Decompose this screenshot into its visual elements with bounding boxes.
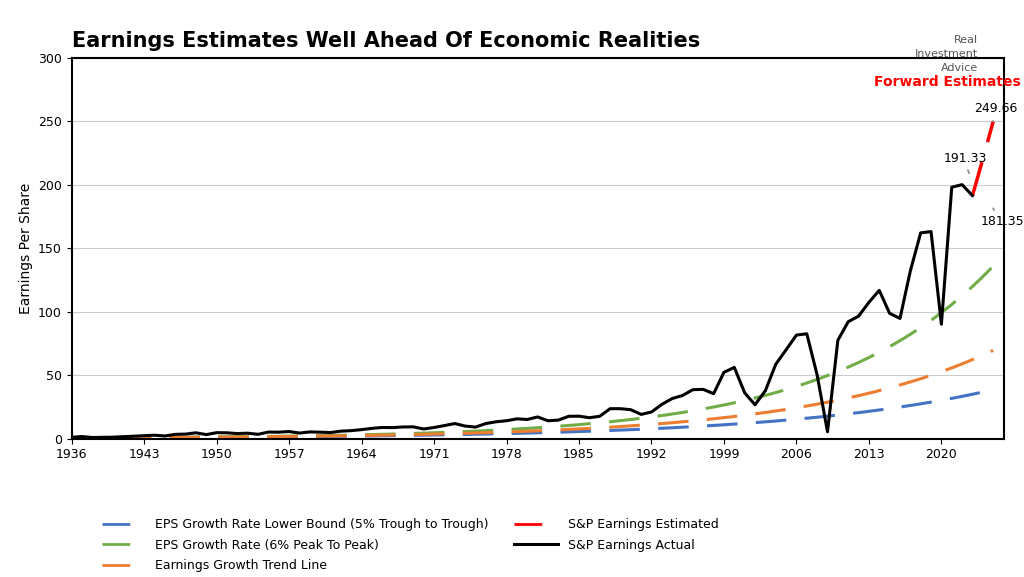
Text: Forward Estimates Through 2025: Forward Estimates Through 2025 [874,74,1024,89]
EPS Growth Rate Lower Bound (5% Trough to Trough) [564,428,577,435]
EPS Growth Rate Lower Bound (5% Trough to Trough) [509,430,521,437]
S&P Earnings Actual [66,434,78,441]
Earnings Growth Trend Line [509,428,521,435]
Text: 249.66: 249.66 [975,102,1018,122]
S&P Earnings Actual [967,192,979,199]
S&P Earnings Actual [604,405,616,412]
EPS Growth Rate Lower Bound (5% Trough to Trough) [965,391,977,398]
S&P Earnings Estimated [967,192,979,199]
Line: S&P Earnings Actual: S&P Earnings Actual [72,185,973,437]
S&P Earnings Estimated [977,156,989,163]
S&P Earnings Actual [780,346,793,353]
Earnings Growth Trend Line [987,347,999,354]
S&P Earnings Actual [335,428,347,434]
Line: S&P Earnings Estimated: S&P Earnings Estimated [973,122,993,196]
EPS Growth Rate Lower Bound (5% Trough to Trough) [987,386,999,393]
EPS Growth Rate Lower Bound (5% Trough to Trough) [614,426,627,433]
Text: Real
Investment
Advice: Real Investment Advice [914,35,978,73]
S&P Earnings Actual [96,434,109,441]
S&P Earnings Actual [325,429,337,436]
Earnings Growth Trend Line [66,434,78,441]
EPS Growth Rate (6% Peak To Peak) [614,417,627,424]
Line: EPS Growth Rate (6% Peak To Peak): EPS Growth Rate (6% Peak To Peak) [72,266,993,438]
Text: 181.35: 181.35 [981,208,1024,228]
S&P Earnings Actual [521,416,534,423]
Earnings Growth Trend Line [614,423,627,430]
EPS Growth Rate Lower Bound (5% Trough to Trough) [821,413,834,419]
Line: Earnings Growth Trend Line: Earnings Growth Trend Line [72,350,993,438]
EPS Growth Rate Lower Bound (5% Trough to Trough) [66,434,78,441]
Text: 191.33: 191.33 [943,152,987,173]
Earnings Growth Trend Line [564,426,577,433]
EPS Growth Rate (6% Peak To Peak) [509,426,521,433]
S&P Earnings Estimated [987,118,999,125]
Text: Earnings Estimates Well Ahead Of Economic Realities: Earnings Estimates Well Ahead Of Economi… [72,31,700,51]
EPS Growth Rate (6% Peak To Peak) [965,284,977,291]
Legend: EPS Growth Rate Lower Bound (5% Trough to Trough), EPS Growth Rate (6% Peak To P: EPS Growth Rate Lower Bound (5% Trough t… [96,514,723,577]
S&P Earnings Actual [956,181,969,188]
Earnings Growth Trend Line [965,357,977,364]
EPS Growth Rate (6% Peak To Peak) [503,426,515,433]
Earnings Growth Trend Line [503,429,515,436]
Earnings Growth Trend Line [821,399,834,406]
EPS Growth Rate (6% Peak To Peak) [564,422,577,429]
EPS Growth Rate (6% Peak To Peak) [66,434,78,441]
EPS Growth Rate (6% Peak To Peak) [987,263,999,269]
Line: EPS Growth Rate Lower Bound (5% Trough to Trough): EPS Growth Rate Lower Bound (5% Trough t… [72,389,993,438]
EPS Growth Rate (6% Peak To Peak) [821,372,834,379]
EPS Growth Rate Lower Bound (5% Trough to Trough) [503,430,515,437]
Y-axis label: Earnings Per Share: Earnings Per Share [18,182,33,314]
S&P Earnings Actual [86,434,98,441]
